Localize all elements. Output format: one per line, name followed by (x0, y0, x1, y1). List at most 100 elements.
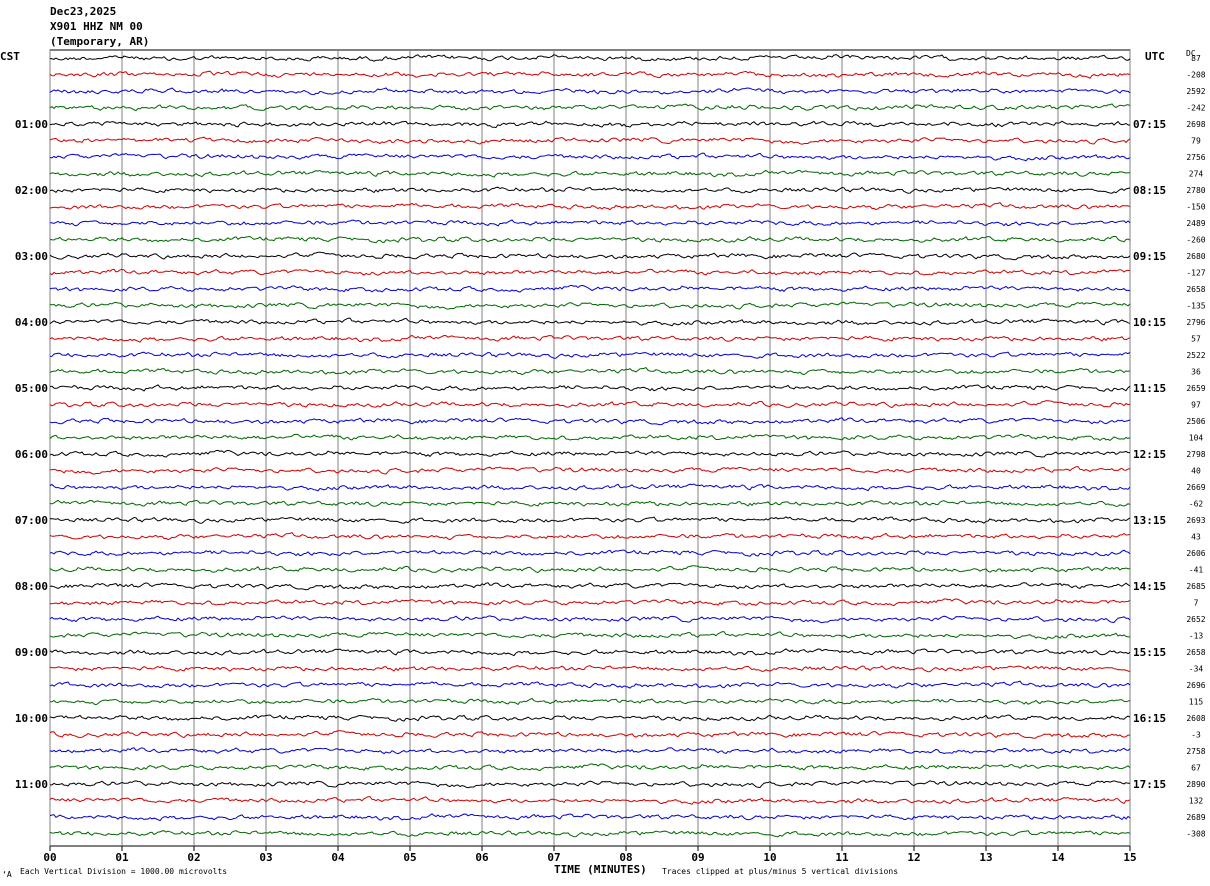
left-hour-label: 08:00 (15, 580, 48, 593)
dc-offset-label: -41 (1189, 566, 1204, 575)
right-hour-label: 13:15 (1133, 514, 1166, 527)
dc-offset-label: 104 (1189, 434, 1204, 443)
dc-offset-label: 2522 (1186, 351, 1205, 360)
seismic-trace (49, 516, 1131, 524)
x-tick-label: 04 (331, 851, 345, 864)
dc-offset-label: 2489 (1186, 219, 1205, 228)
seismic-trace (50, 466, 1131, 475)
dc-offset-label: 57 (1191, 335, 1201, 344)
dc-offset-label: 7 (1194, 599, 1199, 608)
dc-label: DC (1186, 49, 1196, 58)
seismic-trace (49, 219, 1131, 227)
dc-offset-label: -150 (1186, 203, 1205, 212)
seismic-trace (49, 531, 1131, 541)
dc-offset-label: 2758 (1186, 747, 1205, 756)
seismic-trace (49, 70, 1131, 79)
dc-offset-label: 2696 (1186, 681, 1205, 690)
dc-offset-label: -34 (1189, 665, 1204, 674)
x-tick-label: 14 (1051, 851, 1065, 864)
seismic-trace (49, 152, 1131, 162)
dc-offset-label: 97 (1191, 401, 1201, 410)
dc-offset-label: -242 (1186, 104, 1205, 113)
dc-offset-label: 40 (1191, 467, 1201, 476)
x-axis-title: TIME (MINUTES) (554, 863, 647, 876)
dc-offset-label: 2658 (1186, 648, 1205, 657)
dc-offset-label: 274 (1189, 170, 1204, 179)
seismic-trace (49, 796, 1131, 805)
dc-offset-label: 79 (1191, 137, 1201, 146)
seismic-trace (49, 136, 1131, 145)
seismic-trace (49, 615, 1131, 624)
dc-offset-label: 132 (1189, 797, 1204, 806)
x-tick-label: 13 (979, 851, 992, 864)
left-hour-label: 09:00 (15, 646, 48, 659)
seismic-trace (49, 103, 1131, 112)
dc-offset-label: 2592 (1186, 87, 1205, 96)
seismic-trace (49, 697, 1131, 706)
x-tick-label: 01 (115, 851, 129, 864)
right-hour-label: 17:15 (1133, 778, 1166, 791)
seismic-trace (49, 201, 1131, 211)
dc-offset-label: -135 (1186, 302, 1205, 311)
left-hour-label: 02:00 (15, 184, 48, 197)
seismic-trace (49, 284, 1131, 293)
seismic-trace (50, 779, 1131, 789)
seismic-trace (49, 54, 1131, 62)
dc-offset-label: -3 (1191, 731, 1201, 740)
left-hour-label: 04:00 (15, 316, 48, 329)
x-tick-label: 06 (475, 851, 489, 864)
dc-offset-label: 2698 (1186, 120, 1205, 129)
x-tick-label: 07 (547, 851, 560, 864)
seismic-trace (49, 830, 1131, 838)
dc-offset-label: 2689 (1186, 813, 1205, 822)
right-hour-label: 14:15 (1133, 580, 1166, 593)
dc-offset-label: 2693 (1186, 516, 1205, 525)
right-hour-label: 12:15 (1133, 448, 1166, 461)
axis-labels: 00 01 02 03 04 05 06 07 08 09 10 11 12 13 14 15 87 -208 25… (15, 54, 1206, 864)
dc-offset-label: 2606 (1186, 549, 1205, 558)
dc-offset-label: -260 (1186, 236, 1205, 245)
dc-offset-label: 2680 (1186, 252, 1205, 261)
dc-offset-label: 2652 (1186, 615, 1205, 624)
left-hour-label: 05:00 (15, 382, 48, 395)
clip-note: Traces clipped at plus/minus 5 vertical … (662, 867, 899, 876)
seismic-trace (49, 598, 1131, 607)
grid-lines (49, 49, 1131, 851)
x-tick-label: 05 (403, 851, 416, 864)
x-tick-label: 08 (619, 851, 632, 864)
seismic-trace (49, 351, 1131, 359)
right-hour-label: 09:15 (1133, 250, 1166, 263)
seismic-trace (49, 549, 1131, 557)
right-timezone-label: UTC (1145, 50, 1165, 63)
seismic-trace (49, 813, 1131, 822)
seismic-trace (49, 317, 1131, 327)
dc-offset-label: 2798 (1186, 450, 1205, 459)
seismic-trace (49, 433, 1131, 442)
dc-offset-label: -62 (1189, 500, 1204, 509)
x-tick-label: 15 (1123, 851, 1136, 864)
seismic-trace (49, 87, 1131, 96)
dc-offset-label: 2659 (1186, 384, 1205, 393)
trace-group (49, 54, 1131, 838)
scale-note: Each Vertical Division = 1000.00 microvo… (20, 867, 228, 876)
seismic-trace (49, 417, 1131, 426)
left-timezone-label: CST (0, 50, 20, 63)
dc-offset-label: -13 (1189, 632, 1204, 641)
dc-offset-label: 2780 (1186, 186, 1205, 195)
seismic-trace (49, 680, 1131, 689)
seismic-trace (49, 499, 1131, 507)
header-date: Dec23,2025 (50, 5, 117, 18)
x-tick-label: 00 (43, 851, 56, 864)
header-network: (Temporary, AR) (50, 35, 150, 48)
seismic-trace (49, 366, 1131, 376)
x-tick-label: 03 (259, 851, 272, 864)
dc-offset-label: 67 (1191, 764, 1201, 773)
seismic-trace (49, 169, 1131, 178)
left-hour-label: 11:00 (15, 778, 48, 791)
left-hour-label: 01:00 (15, 118, 48, 131)
seismic-trace (49, 648, 1131, 657)
right-hour-label: 08:15 (1133, 184, 1166, 197)
dc-offset-label: 87 (1191, 54, 1201, 63)
seismic-trace (49, 384, 1131, 392)
seismic-trace (49, 120, 1131, 129)
